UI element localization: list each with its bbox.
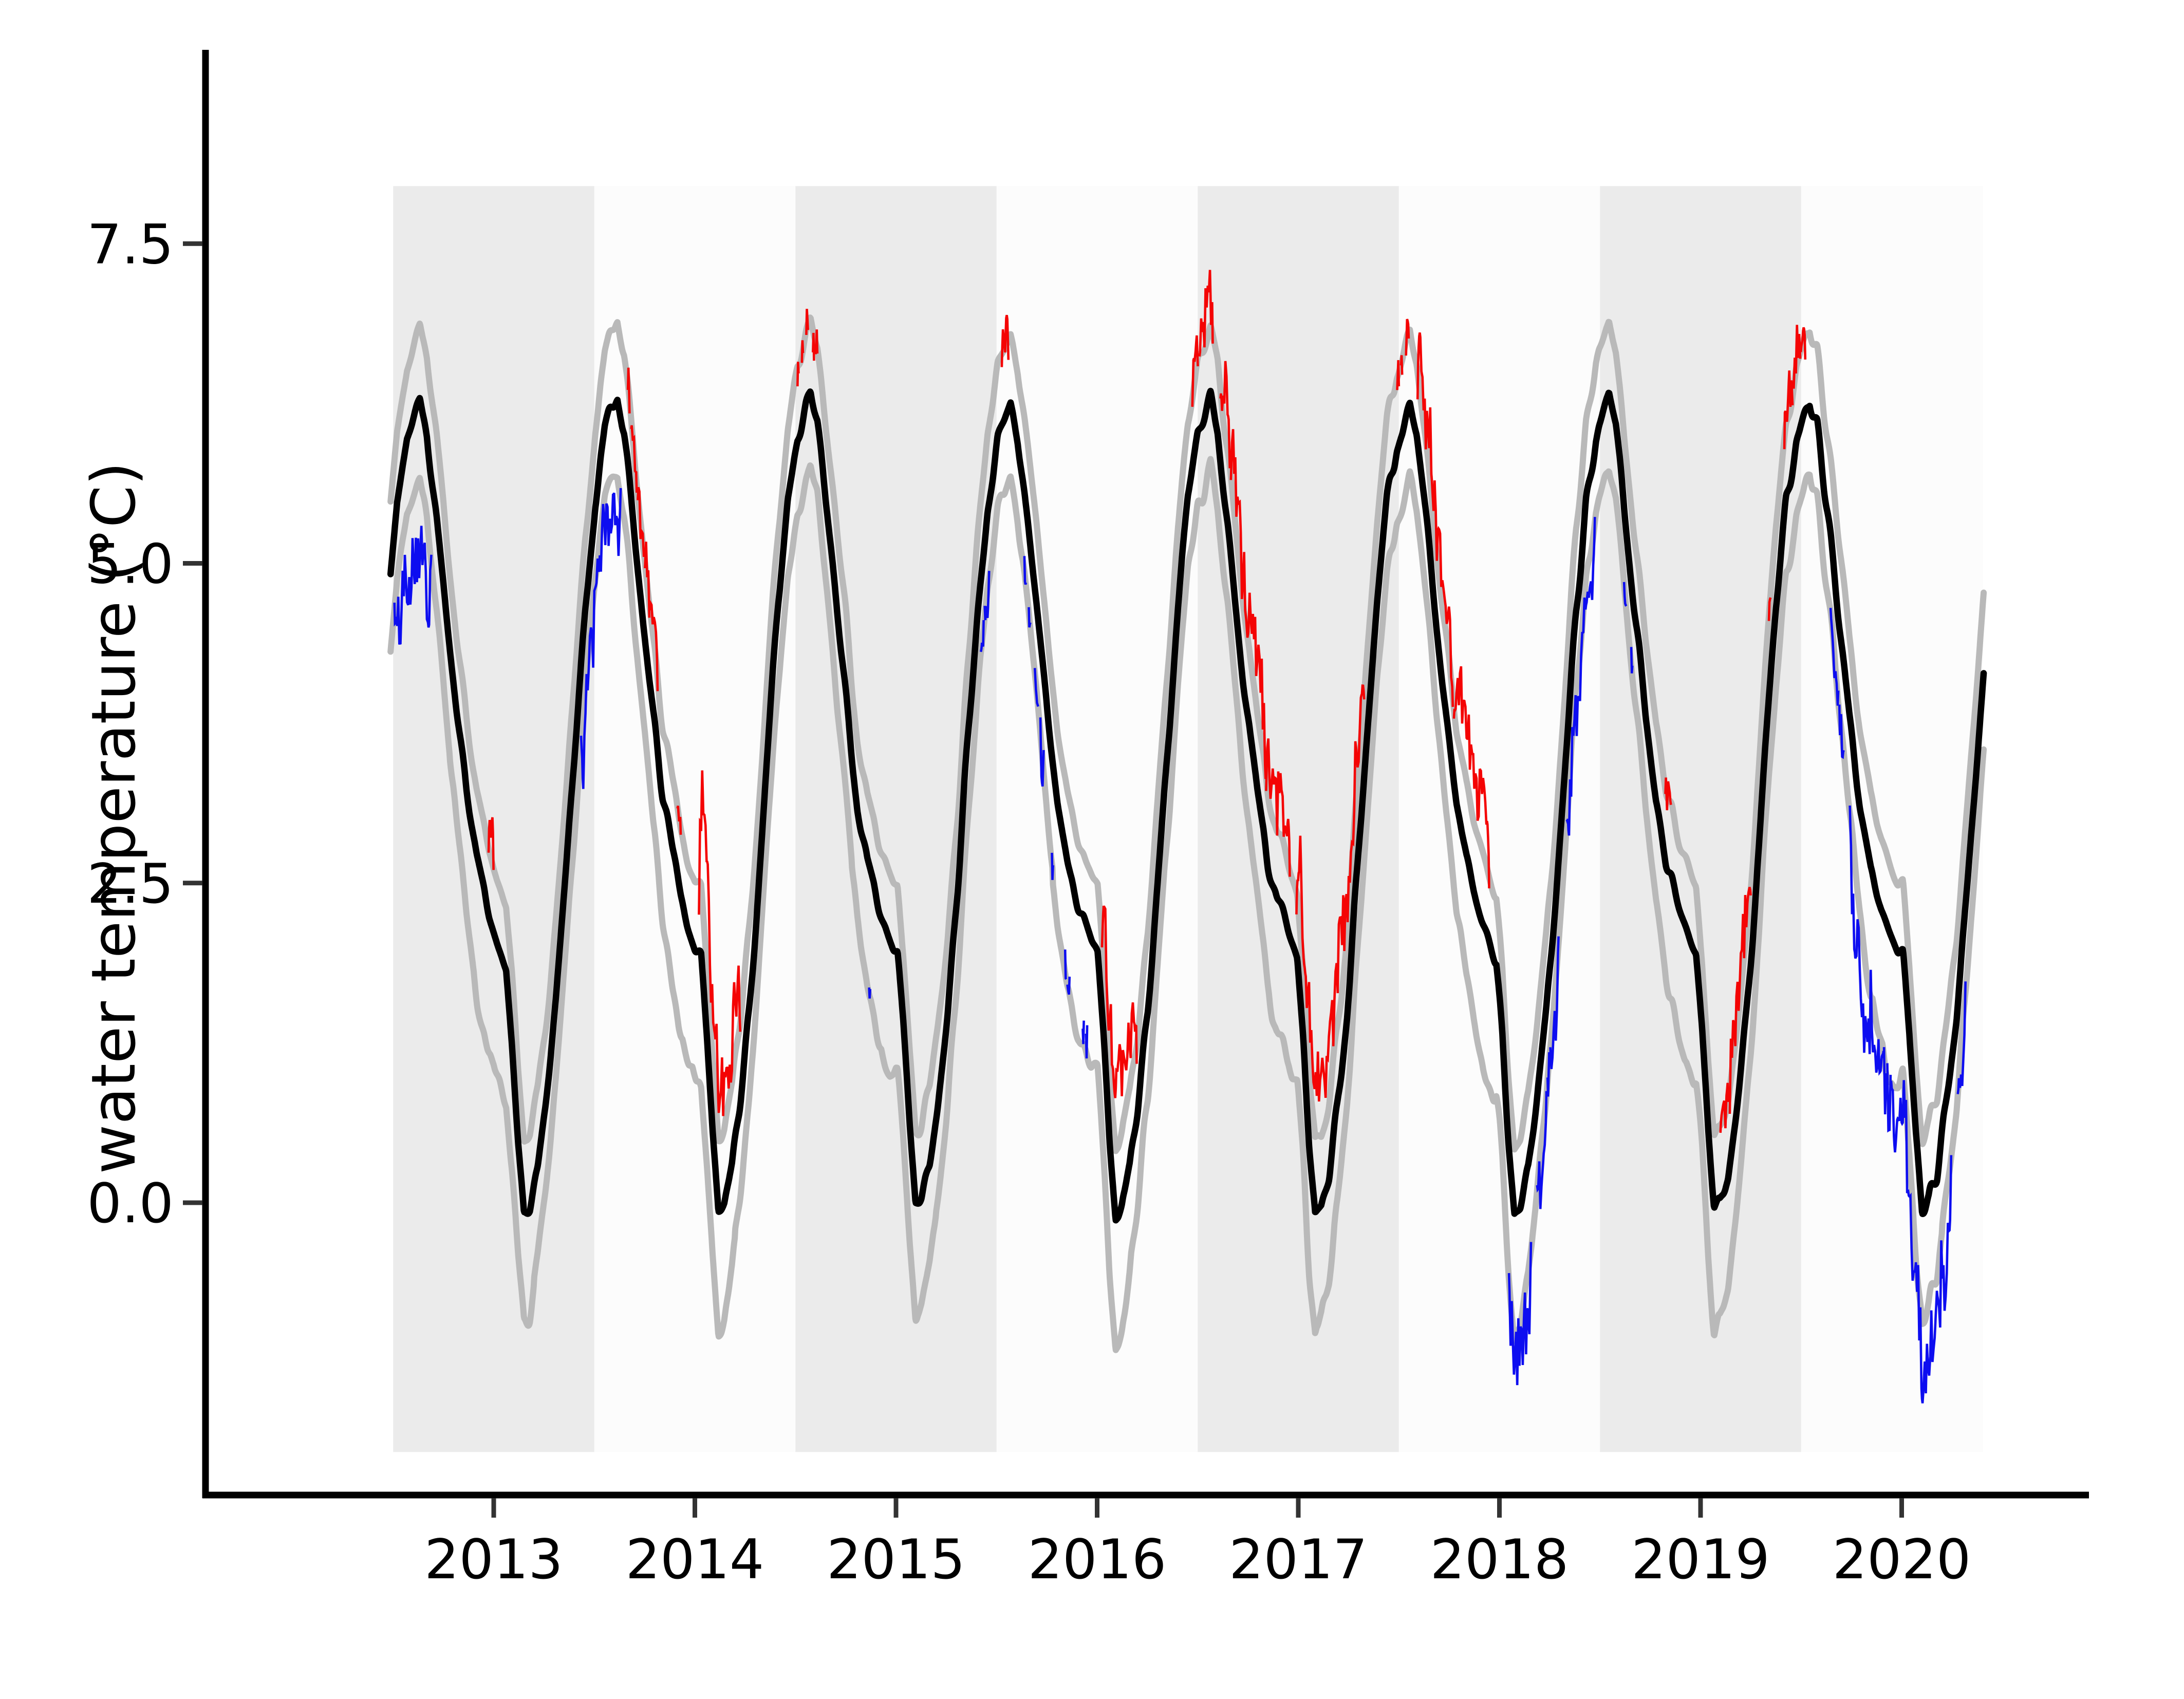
observed-warm-anomaly-line: [487, 270, 1807, 1133]
x-tick-label-2013: 2013: [424, 1528, 563, 1591]
x-tick-label-2018: 2018: [1430, 1528, 1569, 1591]
x-tick-label-2019: 2019: [1631, 1528, 1770, 1591]
year-band-2020: [1801, 186, 1984, 1452]
y-tick-label-5.0: 5.0: [87, 533, 174, 596]
series-lines: [387, 270, 1987, 1404]
climatological-mean-line: [387, 387, 1987, 1224]
x-tick-label-2015: 2015: [827, 1528, 965, 1591]
y-axis-title: water temperature (°C): [78, 462, 149, 1174]
observed-cold-anomaly-line: [393, 488, 1967, 1404]
year-band-2019: [1600, 186, 1801, 1452]
envelope-lower-line: [387, 456, 1987, 1353]
x-tick-label-2017: 2017: [1229, 1528, 1368, 1591]
y-tick-label-7.5: 7.5: [87, 213, 174, 276]
x-tick-label-2020: 2020: [1833, 1528, 1971, 1591]
y-tick-label-2.5: 2.5: [87, 852, 174, 916]
tick-labels: 2013 2014 2015 2016 2017 2018 2019 2020 0.0 2.5 5.…: [87, 213, 1971, 1591]
year-band-2013: [393, 186, 594, 1452]
y-tick-label-0.0: 0.0: [87, 1172, 174, 1235]
x-tick-label-2014: 2014: [626, 1528, 764, 1591]
x-tick-label-2016: 2016: [1028, 1528, 1167, 1591]
axes: [183, 50, 2089, 1518]
background-year-bands: [393, 186, 1984, 1452]
